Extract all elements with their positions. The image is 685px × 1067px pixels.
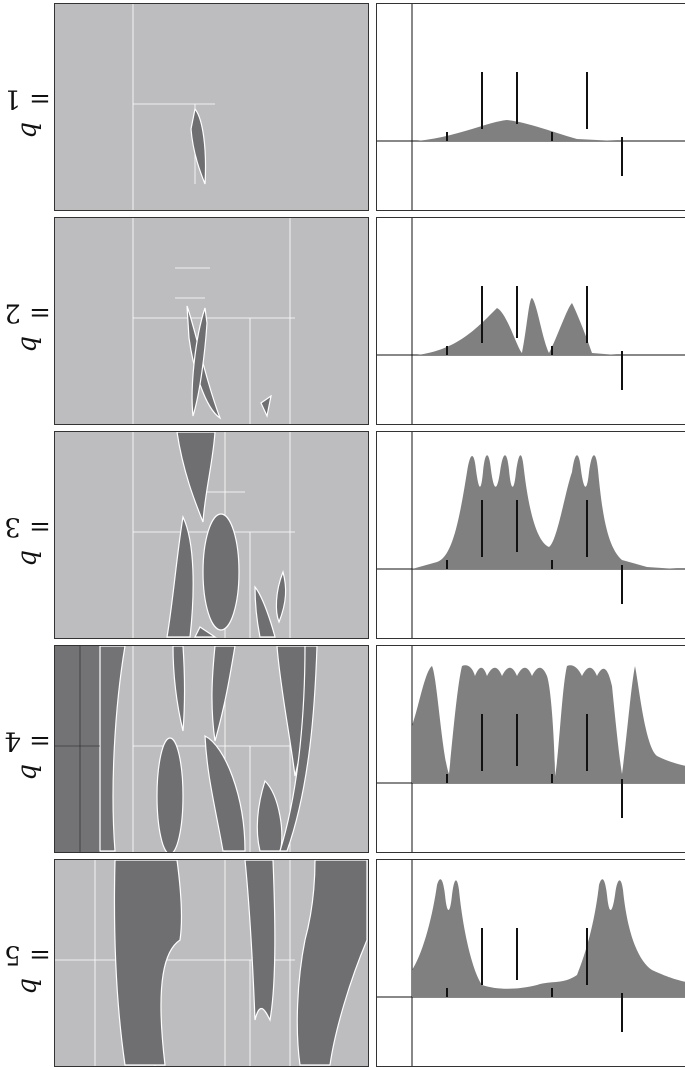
spectrum-panel	[376, 859, 685, 1067]
parameter-region-panel	[54, 3, 369, 211]
region-plot	[55, 860, 368, 1066]
region-plot	[55, 646, 368, 852]
row-q5: q = 5	[0, 859, 685, 1067]
spectrum-plot	[377, 860, 685, 1066]
parameter-region-panel	[54, 645, 369, 853]
spectrum-plot	[377, 432, 685, 638]
stable-region	[296, 860, 368, 1066]
stable-region	[256, 779, 283, 852]
row-label: q = 5	[4, 939, 52, 995]
row-q3: q = 3	[0, 431, 685, 639]
stable-region	[260, 394, 272, 418]
region-plot	[55, 4, 368, 210]
parameter-region-panel	[54, 431, 369, 639]
stable-region	[190, 107, 207, 185]
parameter-region-panel	[54, 859, 369, 1067]
spectrum-panel	[376, 645, 685, 853]
stable-region	[211, 646, 236, 742]
row-label: q = 2	[4, 297, 52, 353]
stable-region	[244, 860, 276, 1022]
stable-region	[186, 305, 222, 420]
stable-region	[254, 585, 276, 638]
row-label: q = 3	[4, 511, 52, 567]
row-q2: q = 2	[0, 217, 685, 425]
stable-region	[166, 515, 194, 638]
spectrum-plot	[377, 646, 685, 852]
stable-region	[156, 737, 184, 852]
stable-region	[176, 432, 216, 523]
region-plot	[55, 218, 368, 424]
spectrum-plot	[377, 218, 685, 424]
spectrum-panel	[376, 3, 685, 211]
stable-region	[204, 735, 246, 852]
row-q4: q = 4	[0, 645, 685, 853]
stable-region	[275, 570, 287, 624]
spectrum-panel	[376, 217, 685, 425]
spectrum-plot	[377, 4, 685, 210]
row-label: q = 4	[4, 725, 52, 781]
row-label: q = 1	[4, 83, 52, 139]
stable-region	[113, 860, 183, 1066]
spectrum-panel	[376, 431, 685, 639]
row-q1: q = 1	[0, 3, 685, 211]
stable-region	[202, 513, 240, 631]
region-plot	[55, 432, 368, 638]
stable-region	[194, 626, 217, 638]
stable-region	[172, 646, 186, 732]
stable-region	[279, 646, 318, 852]
parameter-region-panel	[54, 217, 369, 425]
stable-region	[191, 307, 208, 417]
